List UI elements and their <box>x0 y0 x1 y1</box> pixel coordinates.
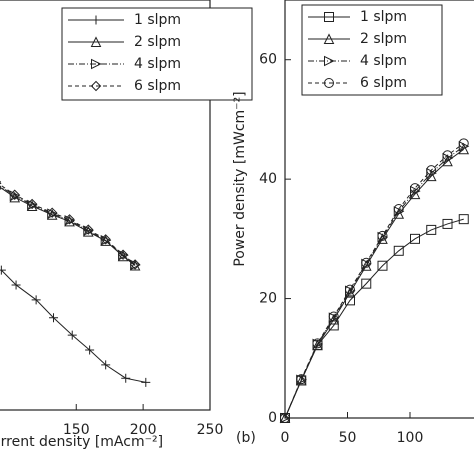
marker <box>90 80 102 92</box>
marker <box>0 265 6 275</box>
x-tick-label: 50 <box>339 430 357 446</box>
marker <box>64 215 76 226</box>
marker <box>377 230 388 241</box>
legend-label: 2 slpm <box>360 31 407 47</box>
y-tick-label: 0 <box>268 410 277 426</box>
marker <box>377 260 388 271</box>
series-line <box>0 186 136 266</box>
y-tick-label: 60 <box>259 52 277 68</box>
plot-frame <box>284 0 474 419</box>
marker <box>410 233 420 244</box>
marker <box>26 198 38 210</box>
marker <box>328 311 339 322</box>
marker <box>121 373 131 383</box>
marker <box>27 199 38 211</box>
marker <box>442 150 453 161</box>
legend-label: 4 slpm <box>360 53 407 69</box>
marker <box>324 55 335 67</box>
marker <box>11 280 21 290</box>
marker <box>393 204 404 214</box>
marker <box>280 413 290 423</box>
legend-label: 1 slpm <box>360 9 407 25</box>
legend-box <box>61 7 253 101</box>
marker <box>324 12 334 22</box>
series-line <box>0 184 136 265</box>
x-tick-label: 100 <box>397 430 424 446</box>
y-tick-label: 20 <box>259 291 277 307</box>
x-axis-label: Current density [mAcm⁻²] <box>0 434 163 450</box>
y-axis-label: Power density [mWcm⁻²] <box>232 91 248 266</box>
marker <box>9 190 21 202</box>
marker <box>458 138 469 149</box>
marker <box>323 33 335 44</box>
marker <box>129 259 141 271</box>
marker <box>83 225 94 236</box>
marker <box>91 58 102 70</box>
panel-label: (b) <box>236 430 256 446</box>
marker <box>324 78 334 88</box>
legend-label: 6 slpm <box>360 75 407 91</box>
marker <box>426 224 437 235</box>
marker <box>46 207 58 218</box>
legend-label: 2 slpm <box>134 34 181 50</box>
marker <box>9 189 20 200</box>
marker <box>312 338 323 349</box>
marker <box>100 235 112 246</box>
plot-frame <box>0 0 211 411</box>
marker <box>442 152 454 164</box>
marker <box>393 208 405 219</box>
marker <box>296 374 307 385</box>
marker <box>47 208 58 220</box>
x-tick-label: 200 <box>130 422 157 438</box>
marker <box>141 377 151 387</box>
marker <box>117 249 129 260</box>
y-tick-label: 40 <box>259 171 277 187</box>
series-line <box>284 142 465 419</box>
marker <box>458 214 469 225</box>
marker <box>442 218 453 229</box>
marker <box>410 185 421 197</box>
marker <box>91 15 101 25</box>
legend-label: 4 slpm <box>134 56 181 72</box>
legend-label: 6 slpm <box>134 78 181 94</box>
marker <box>90 36 102 47</box>
marker <box>85 345 95 355</box>
marker <box>49 313 59 323</box>
x-tick-label: 250 <box>197 422 224 438</box>
marker <box>67 330 77 340</box>
marker <box>361 257 372 268</box>
x-tick-label: 150 <box>63 422 90 438</box>
marker <box>100 234 111 245</box>
marker <box>361 278 372 289</box>
marker <box>328 313 340 325</box>
marker <box>129 259 141 270</box>
marker <box>101 360 111 370</box>
series-line <box>284 145 465 419</box>
marker <box>426 165 437 176</box>
marker <box>345 284 355 295</box>
marker <box>83 224 94 235</box>
legend-label: 1 slpm <box>134 12 181 28</box>
series-line <box>0 185 136 266</box>
marker <box>393 245 404 256</box>
marker <box>64 214 75 225</box>
marker <box>410 183 420 194</box>
marker <box>31 295 41 305</box>
x-tick-label: 0 <box>281 430 290 446</box>
